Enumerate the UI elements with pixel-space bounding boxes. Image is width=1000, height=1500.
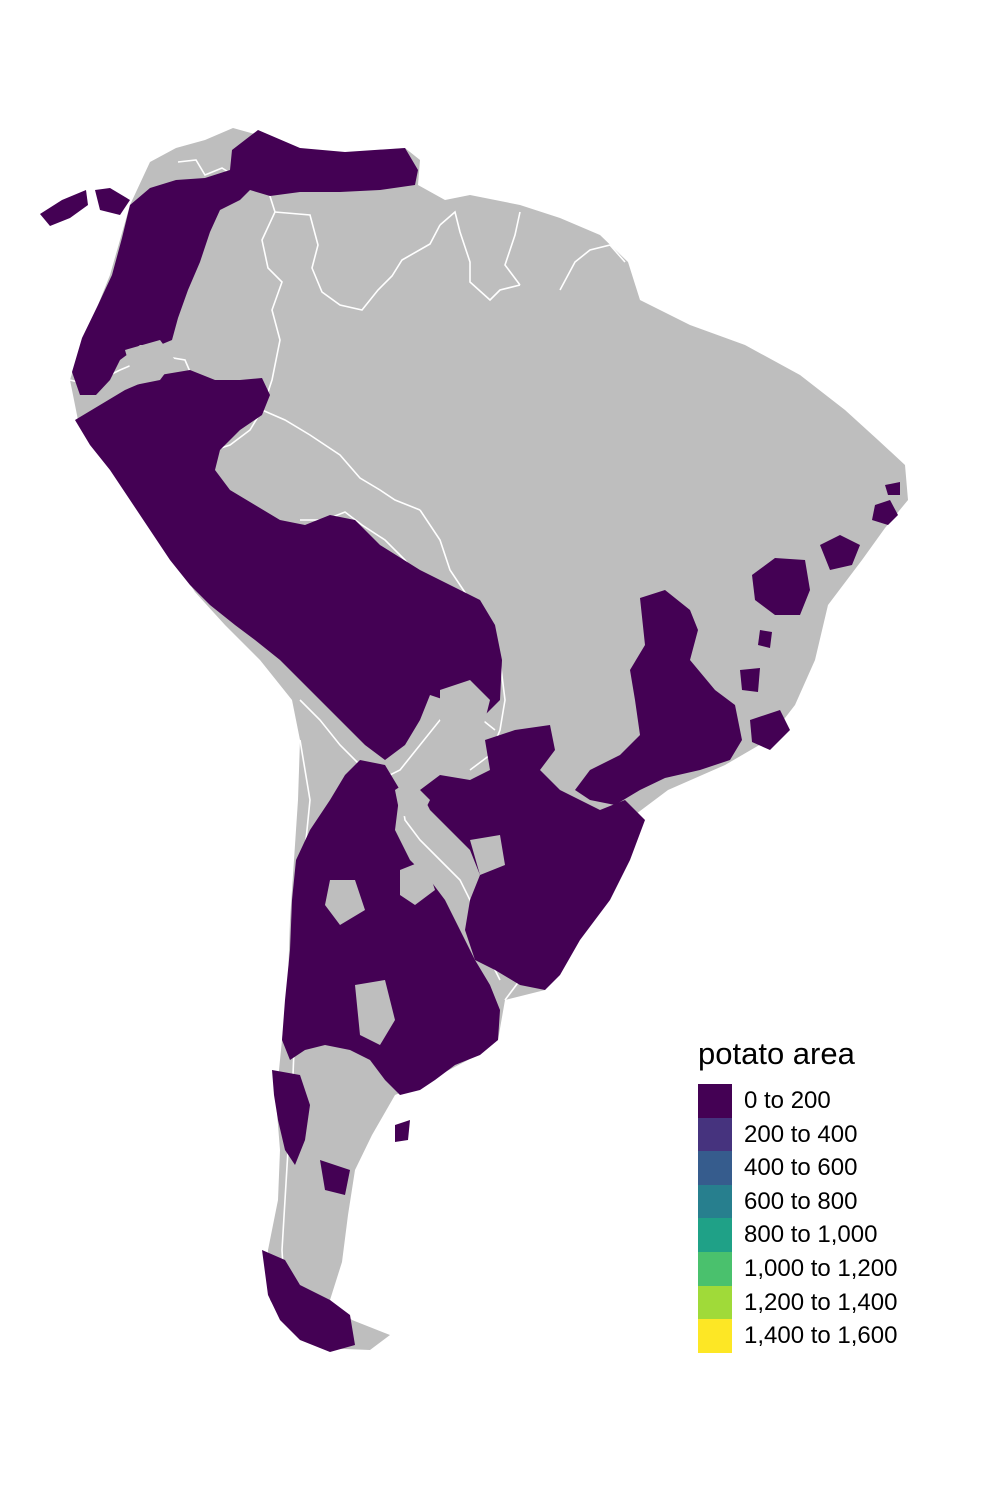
region-brazil-inland — [575, 590, 742, 805]
legend-swatch — [698, 1184, 732, 1219]
legend-label: 600 to 800 — [744, 1187, 858, 1215]
legend-swatch — [698, 1117, 732, 1152]
legend-label: 1,200 to 1,400 — [744, 1288, 898, 1316]
legend-items: 0 to 200 200 to 400 400 to 600 600 to 800 80… — [698, 1084, 897, 1353]
legend-label: 1,000 to 1,200 — [744, 1254, 898, 1282]
region-central-andes — [75, 370, 502, 760]
legend-label: 800 to 1,000 — [744, 1221, 878, 1249]
region-north-andes — [72, 130, 418, 395]
legend-swatch — [698, 1151, 732, 1185]
legend-item: 1,000 to 1,200 — [698, 1251, 898, 1286]
legend-item: 600 to 800 — [698, 1184, 897, 1219]
map-legend: potato area 0 to 200 200 to 400 400 to 600… — [698, 1036, 897, 1353]
legend-swatch — [698, 1319, 732, 1353]
legend-item: 1,200 to 1,400 — [698, 1285, 898, 1320]
legend-swatch — [698, 1285, 732, 1320]
region-argentina-central — [282, 760, 500, 1095]
legend-label: 1,400 to 1,600 — [744, 1322, 898, 1350]
uncovered-patches — [125, 340, 505, 1240]
legend-label: 0 to 200 — [744, 1087, 831, 1114]
legend-item: 1,400 to 1,600 — [698, 1319, 897, 1353]
legend-item: 400 to 600 — [698, 1151, 897, 1185]
potato-area-regions — [40, 130, 900, 1352]
legend-item: 200 to 400 — [698, 1117, 897, 1152]
legend-item: 800 to 1,000 — [698, 1218, 897, 1252]
legend-swatch — [698, 1251, 732, 1286]
region-coast-islands — [40, 190, 88, 226]
region-la-plata — [420, 725, 645, 990]
legend-item: 0 to 200 — [698, 1084, 897, 1118]
legend-label: 400 to 600 — [744, 1154, 858, 1182]
legend-label: 200 to 400 — [744, 1120, 858, 1148]
legend-swatch — [698, 1218, 732, 1252]
legend-title: potato area — [698, 1036, 855, 1071]
legend-swatch — [698, 1084, 732, 1118]
